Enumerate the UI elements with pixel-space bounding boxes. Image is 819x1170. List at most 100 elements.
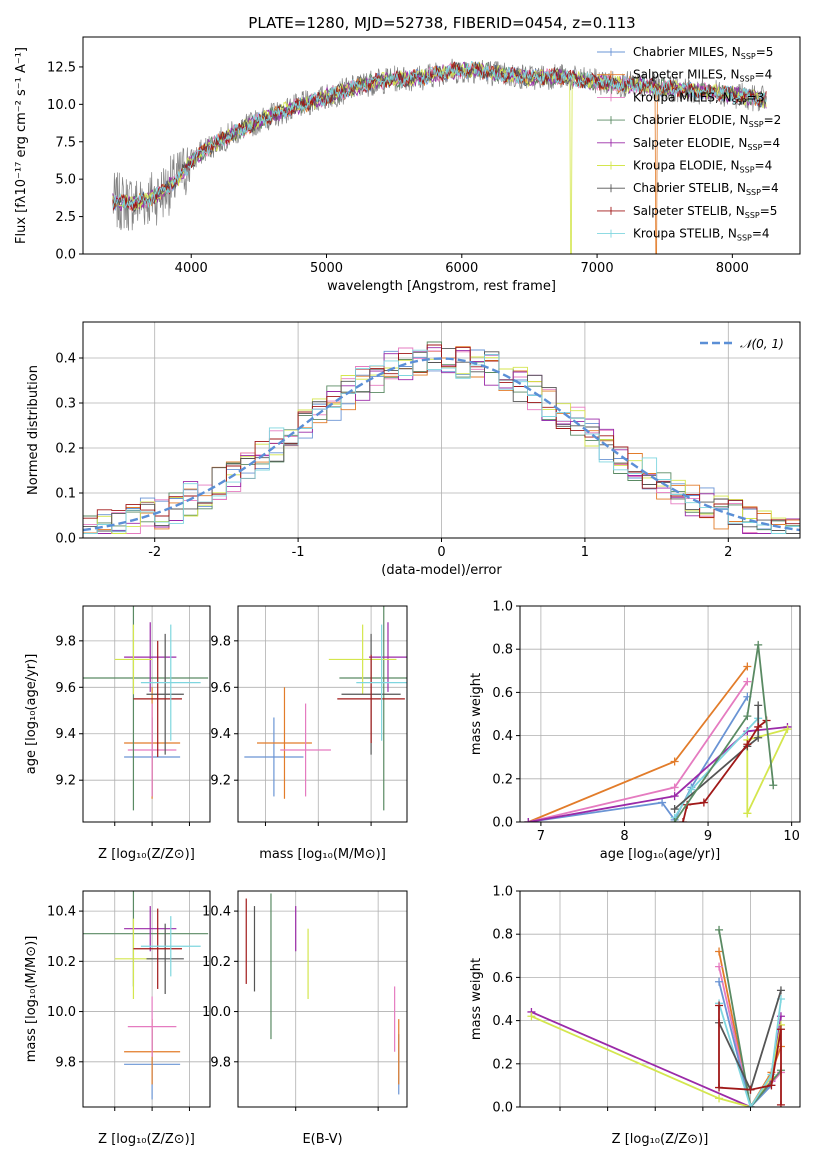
series-marker bbox=[743, 662, 752, 671]
series-marker bbox=[670, 805, 679, 814]
x-tick-label: -2 bbox=[148, 545, 161, 560]
legend-entry: Chabrier MILES, NSSP=5 bbox=[633, 45, 773, 61]
series-marker bbox=[743, 712, 752, 721]
legend-tail: =4 bbox=[755, 68, 773, 82]
x-axis-label: (data-model)/error bbox=[381, 563, 502, 578]
y-axis-label: age [log₁₀(age/yr)] bbox=[24, 654, 39, 775]
legend-base: Chabrier MILES, N bbox=[633, 45, 741, 59]
x-axis-label: Z [log₁₀(Z/Z⊙)] bbox=[612, 1132, 709, 1147]
x-tick-label: 4000 bbox=[175, 261, 208, 276]
legend-sub: SSP bbox=[746, 188, 761, 197]
normal-curve bbox=[83, 357, 800, 532]
legend-tail: =3 bbox=[747, 90, 765, 104]
y-axis-label: mass weight bbox=[469, 958, 484, 1040]
y-tick-label: 0.8 bbox=[492, 928, 513, 943]
y-tick-label: 9.8 bbox=[210, 634, 231, 649]
age-vs-mass-panel: 9.2 9.4 9.6 9.8 mass [log₁₀(M/M⊙)] bbox=[210, 605, 408, 862]
y-axis-label: mass weight bbox=[469, 673, 484, 755]
y-tick-label: 10.2 bbox=[47, 955, 76, 970]
spectrum-lines bbox=[112, 58, 767, 254]
series-marker bbox=[658, 798, 667, 807]
y-tick-label: 9.8 bbox=[55, 634, 76, 649]
legend-sub: SSP bbox=[732, 97, 747, 106]
y-tick-label: 10.0 bbox=[202, 1005, 231, 1020]
series-marker bbox=[743, 677, 752, 686]
series-line bbox=[531, 1015, 782, 1107]
series-marker bbox=[715, 925, 724, 934]
y-tick-label: 9.6 bbox=[210, 681, 231, 696]
y-tick-label: 9.8 bbox=[55, 1055, 76, 1070]
series-line bbox=[673, 644, 775, 822]
legend-sub: SSP bbox=[740, 166, 755, 175]
y-tick-label: 0.4 bbox=[55, 352, 76, 367]
x-axis-label: wavelength [Angstrom, rest frame] bbox=[327, 279, 556, 294]
age-vs-mass-errorbars bbox=[244, 606, 407, 811]
legend-tail: =4 bbox=[755, 159, 773, 173]
plot-frame bbox=[82, 36, 801, 255]
series-marker bbox=[715, 1001, 724, 1010]
series-marker bbox=[743, 809, 752, 818]
y-tick-label: 0.2 bbox=[492, 772, 513, 787]
x-axis-label: Z [log₁₀(Z/Z⊙)] bbox=[98, 847, 195, 862]
legend-entry: Salpeter MILES, NSSP=4 bbox=[633, 68, 772, 84]
plot-frame bbox=[82, 321, 801, 539]
legend-base: Chabrier STELIB, N bbox=[633, 181, 746, 195]
mass-vs-EBV-errorbars bbox=[245, 893, 400, 1095]
y-tick-label: 10.0 bbox=[47, 98, 76, 113]
mass-vs-Z-errorbars bbox=[83, 891, 209, 1100]
weight-vs-age-panel: 7 8 9 10 0.0 0.2 0.4 0.6 0.8 1.0 age [log₁₀(age/yr… bbox=[469, 600, 801, 862]
series-marker bbox=[754, 733, 763, 742]
series-marker bbox=[678, 818, 687, 822]
legend-entry: Chabrier ELODIE, NSSP=2 bbox=[633, 113, 781, 129]
legend-base: Chabrier ELODIE, N bbox=[633, 113, 749, 127]
y-tick-label: 9.4 bbox=[210, 727, 231, 742]
legend-tail: =4 bbox=[762, 136, 780, 150]
series-marker bbox=[776, 986, 785, 995]
plot-frame bbox=[519, 890, 801, 1108]
series-marker bbox=[754, 701, 763, 710]
legend-sub: SSP bbox=[737, 234, 752, 243]
y-tick-label: 10.4 bbox=[47, 905, 76, 920]
x-axis-label: mass [log₁₀(M/M⊙)] bbox=[259, 847, 386, 862]
x-axis-label: E(B-V) bbox=[302, 1132, 342, 1147]
y-tick-label: 0.8 bbox=[492, 643, 513, 658]
series-marker bbox=[754, 722, 763, 731]
legend-base: Salpeter STELIB, N bbox=[633, 204, 745, 218]
y-tick-label: 0.6 bbox=[492, 971, 513, 986]
y-tick-label: 0.0 bbox=[55, 532, 76, 547]
legend-base: Kroupa STELIB, N bbox=[633, 227, 737, 241]
series-marker bbox=[769, 781, 778, 790]
y-tick-label: 0.0 bbox=[55, 248, 76, 263]
legend-sub: SSP bbox=[740, 75, 755, 84]
x-tick-label: 8000 bbox=[716, 261, 749, 276]
y-tick-label: 10.2 bbox=[202, 955, 231, 970]
y-tick-label: 0.3 bbox=[55, 397, 76, 412]
spectrum-legend: Chabrier MILES, NSSP=5 Salpeter MILES, NS… bbox=[597, 45, 781, 243]
legend-sub: SSP bbox=[749, 120, 764, 129]
model-spectrum-kroupa-stelib bbox=[112, 60, 767, 209]
y-tick-label: 9.2 bbox=[210, 774, 231, 789]
legend-entry: Kroupa MILES, NSSP=3 bbox=[633, 90, 764, 106]
mass-vs-Z-panel: 9.8 10.0 10.2 10.4 Z [log₁₀(Z/Z⊙)] mass [log₁… bbox=[24, 890, 211, 1147]
x-tick-label: 9 bbox=[704, 829, 712, 844]
y-tick-label: 0.1 bbox=[55, 487, 76, 502]
y-tick-label: 9.8 bbox=[210, 1055, 231, 1070]
series-marker bbox=[776, 1025, 785, 1034]
x-tick-label: 7000 bbox=[581, 261, 614, 276]
figure-title: PLATE=1280, MJD=52738, FIBERID=0454, z=0… bbox=[248, 14, 635, 32]
series-marker bbox=[670, 792, 679, 801]
y-tick-label: 0.4 bbox=[492, 1014, 513, 1029]
legend-entry: Kroupa STELIB, NSSP=4 bbox=[633, 227, 770, 243]
weight-vs-Z-lines bbox=[527, 925, 785, 1107]
y-tick-label: 7.5 bbox=[55, 135, 76, 150]
legend-base: Salpeter ELODIE, N bbox=[633, 136, 747, 150]
series-line bbox=[718, 1005, 782, 1105]
x-tick-label: -1 bbox=[292, 545, 305, 560]
plot-frame bbox=[82, 890, 211, 1108]
y-tick-label: 2.5 bbox=[55, 210, 76, 225]
y-tick-label: 9.6 bbox=[55, 681, 76, 696]
legend-base: Kroupa MILES, N bbox=[633, 90, 732, 104]
legend-entry: Chabrier STELIB, NSSP=4 bbox=[633, 181, 779, 197]
plot-frame bbox=[519, 605, 801, 823]
x-tick-label: 1 bbox=[581, 545, 589, 560]
